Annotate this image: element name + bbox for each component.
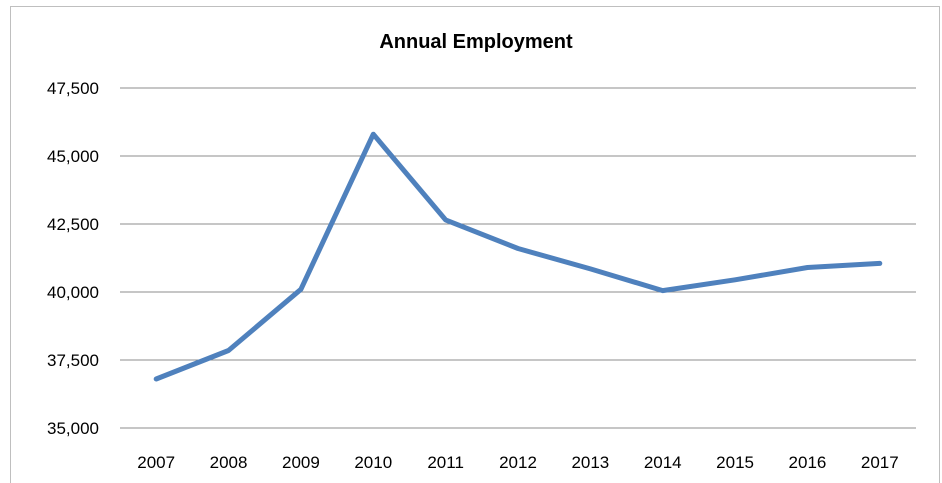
x-tick-label: 2014 xyxy=(644,453,682,472)
y-tick-label: 35,000 xyxy=(47,419,99,438)
y-tick-label: 42,500 xyxy=(47,215,99,234)
x-tick-label: 2009 xyxy=(282,453,320,472)
x-tick-label: 2007 xyxy=(137,453,175,472)
x-tick-label: 2008 xyxy=(210,453,248,472)
x-tick-label: 2011 xyxy=(427,453,464,472)
x-axis-tick-labels: 2007 2008 2009 2010 2011 2012 2013 2014 2015 2016… xyxy=(137,453,898,472)
gridlines xyxy=(120,87,916,429)
y-tick-label: 45,000 xyxy=(47,147,99,166)
y-tick-label: 40,000 xyxy=(47,283,99,302)
chart-area xyxy=(10,6,940,483)
chart-title: Annual Employment xyxy=(379,31,573,53)
series-lines xyxy=(153,131,883,382)
x-tick-label: 2015 xyxy=(716,453,754,472)
x-tick-label: 2010 xyxy=(354,453,392,472)
y-tick-label: 37,500 xyxy=(47,351,99,370)
x-tick-label: 2016 xyxy=(789,453,827,472)
x-tick-label: 2017 xyxy=(861,453,899,472)
x-tick-label: 2012 xyxy=(499,453,537,472)
y-axis-tick-labels: 35,000 37,500 40,000 42,500 45,000 47,500 xyxy=(47,79,99,438)
series-line xyxy=(153,131,883,382)
y-tick-label: 47,500 xyxy=(47,79,99,98)
x-tick-label: 2013 xyxy=(571,453,609,472)
